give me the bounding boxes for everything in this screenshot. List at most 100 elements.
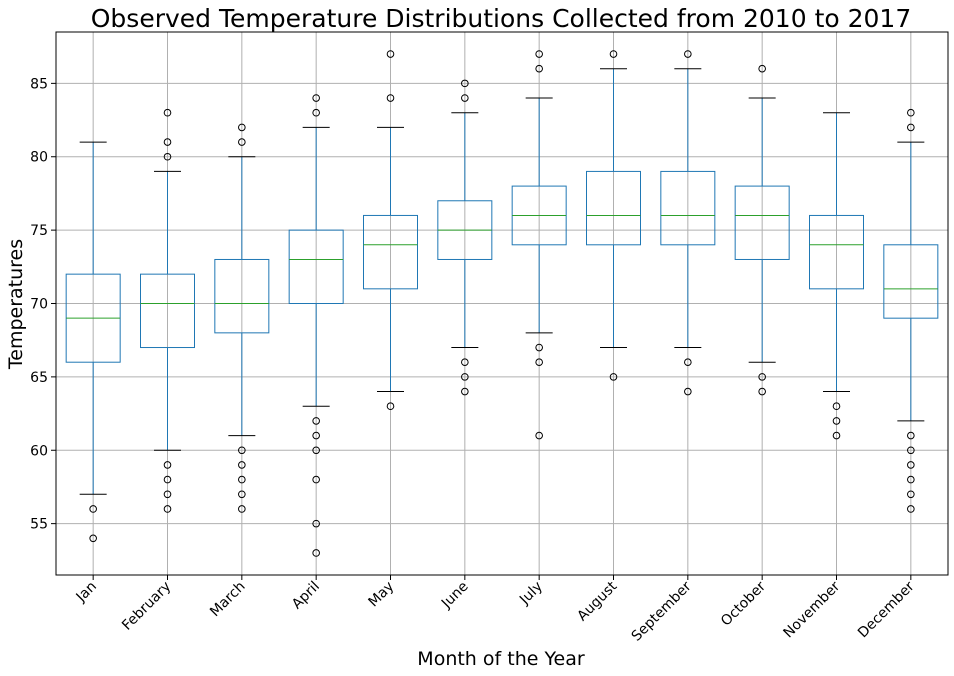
outlier-point [832,402,841,411]
outlier-point [312,94,320,102]
outlier-point [535,64,543,73]
outlier-point [461,94,469,102]
outlier-point [684,387,692,396]
outlier-point [535,50,543,58]
outlier-point [89,534,97,543]
outlier-point [386,50,395,58]
x-tick-label: April [289,579,323,613]
outlier-point [535,431,543,440]
outlier-point [89,505,97,513]
x-tick-label: February [119,579,174,634]
outlier-point [907,108,915,117]
outlier-point [907,461,915,469]
outlier-point [758,64,766,73]
outlier-point [907,475,915,484]
x-tick-label: June [438,579,472,613]
x-tick-label: December [855,578,918,641]
outlier-point [312,431,320,440]
outlier-point [758,387,766,396]
x-axis-ticks: Jan February March April May June July August Se… [73,575,918,645]
outlier-point [238,446,246,455]
outlier-point [163,138,172,146]
box-jan [65,141,121,543]
outlier-point [312,475,320,484]
box-february [140,108,195,513]
outlier-point [238,475,246,484]
x-axis-label: Month of the Year [417,648,585,670]
outlier-point [163,505,172,513]
iqr-box [363,214,418,290]
outlier-point [163,461,172,469]
outlier-point [907,431,915,440]
y-tick-label: 55 [30,517,48,533]
outlier-point [163,152,172,161]
x-tick-label: August [574,578,620,624]
outlier-point [758,373,766,381]
outlier-point [907,446,915,455]
outlier-point [609,50,618,58]
outlier-point [461,358,469,367]
outlier-point [609,373,618,381]
outlier-point [238,490,246,499]
chart-title: Observed Temperature Distributions Colle… [91,4,911,33]
outlier-point [907,490,915,499]
y-tick-label: 65 [30,370,48,386]
outlier-point [535,358,543,367]
x-tick-label: March [207,579,248,620]
box-october [734,64,790,396]
outlier-point [312,446,320,455]
y-tick-label: 70 [30,297,48,313]
outlier-point [907,123,915,132]
iqr-box [288,229,344,305]
box-august [586,50,641,381]
box-december [883,108,939,513]
outlier-point [163,475,172,484]
iqr-box [214,258,270,334]
outlier-point [238,461,246,469]
y-axis-label: Temperatures [5,239,27,370]
outlier-point [238,505,246,513]
outlier-point [312,108,320,117]
x-tick-label: October [718,578,769,629]
outlier-point [312,519,320,528]
outlier-point [461,79,469,88]
outlier-point [238,138,246,146]
outlier-point [386,402,395,411]
iqr-box [734,185,790,260]
x-tick-label: November [781,578,844,641]
outlier-point [832,431,841,440]
box-june [437,79,493,396]
outlier-point [461,373,469,381]
y-tick-label: 60 [30,443,48,459]
outlier-point [684,358,692,367]
outlier-point [386,94,395,102]
outlier-point [907,505,915,513]
box-march [214,123,270,513]
outlier-point [163,108,172,117]
box-september [660,50,716,396]
iqr-box [809,214,864,290]
outlier-point [832,417,841,425]
box-july [511,50,567,440]
outlier-point [238,123,246,132]
x-tick-label: Jan [73,579,100,606]
outlier-point [312,549,320,557]
box-april [288,94,344,557]
box-may [363,50,418,411]
outlier-point [535,343,543,352]
y-tick-label: 75 [30,223,48,239]
x-tick-label: July [516,579,546,609]
iqr-box [883,244,939,319]
box-november [809,112,864,440]
outlier-point [461,387,469,396]
iqr-box [660,170,716,246]
iqr-box [586,170,641,246]
plot-frame [55,31,949,576]
x-tick-label: September [629,578,695,644]
outlier-point [684,50,692,58]
y-tick-label: 85 [30,76,48,92]
iqr-box [140,273,195,349]
box-series [65,50,939,557]
x-tick-label: May [366,579,398,611]
